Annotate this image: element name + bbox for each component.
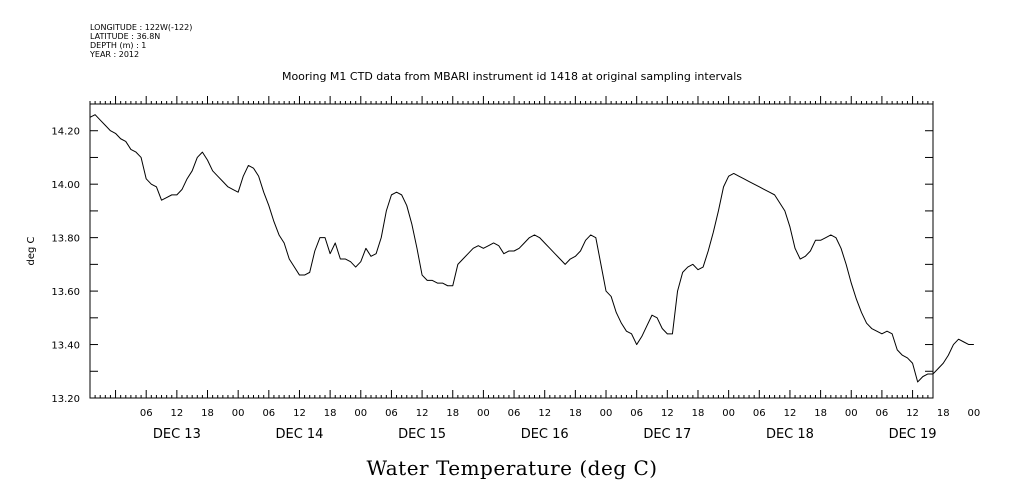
day-label: DEC 18 [766,427,814,442]
x-axis: 06 12 18 00 06 12 18 00 06 12 18 00 06 12 18 00 06 12 18 00… [89,96,981,442]
year-label: YEAR : 2012 [89,50,139,59]
x-tick-label: 00 [845,408,858,419]
x-tick-label: 18 [692,408,705,419]
temperature-series-line [89,114,974,383]
y-axis-label: deg C [26,236,37,265]
x-axis-title: Water Temperature (deg C) [366,456,657,480]
x-tick-label: 06 [140,408,153,419]
x-tick-label: 06 [876,408,889,419]
longitude-label: LONGITUDE : 122W(-122) [90,23,192,32]
chart-title: Mooring M1 CTD data from MBARI instrumen… [282,70,742,83]
x-tick-label: 00 [354,408,367,419]
day-label: DEC 13 [153,427,201,442]
x-tick-label: 18 [814,408,827,419]
x-tick-label: 12 [784,408,797,419]
x-tick-label: 12 [661,408,674,419]
x-tick-label: 06 [753,408,766,419]
x-tick-label: 12 [416,408,429,419]
x-tick-label: 12 [170,408,183,419]
x-tick-label: 06 [385,408,398,419]
day-label: DEC 19 [889,427,937,442]
y-tick-label: 13.60 [51,287,80,298]
day-label: DEC 16 [521,427,569,442]
x-tick-label: 00 [477,408,490,419]
day-label: DEC 17 [643,427,691,442]
x-tick-label: 00 [232,408,245,419]
x-tick-label: 00 [600,408,613,419]
y-tick-label: 13.20 [51,394,80,405]
x-tick-label: 18 [324,408,337,419]
x-tick-label: 06 [630,408,643,419]
x-tick-label: 06 [262,408,275,419]
y-tick-label: 14.00 [51,180,80,191]
x-tick-label: 18 [569,408,582,419]
depth-label: DEPTH (m) : 1 [90,41,146,50]
x-tick-label: 18 [937,408,950,419]
x-tick-label: 06 [508,408,521,419]
y-tick-label: 14.20 [51,127,80,138]
plot-frame [89,103,934,399]
x-tick-label: 18 [201,408,214,419]
x-tick-label: 18 [446,408,459,419]
x-tick-label: 00 [722,408,735,419]
x-tick-label: 00 [968,408,981,419]
day-label: DEC 14 [275,427,323,442]
x-tick-label: 12 [906,408,919,419]
y-tick-label: 13.40 [51,341,80,352]
x-tick-label: 12 [538,408,551,419]
series-layer [89,114,974,383]
y-tick-label: 13.80 [51,234,80,245]
latitude-label: LATITUDE : 36.8N [90,32,160,41]
x-tick-label: 12 [293,408,306,419]
y-axis: 13.20 13.40 13.60 13.80 14.00 14.20 [51,103,933,405]
day-label: DEC 15 [398,427,446,442]
